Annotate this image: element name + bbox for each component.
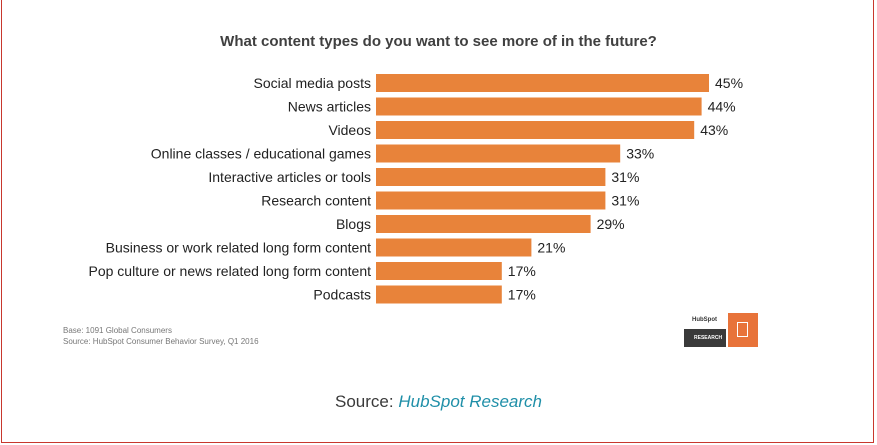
category-label: Videos (328, 122, 371, 138)
bar (376, 191, 606, 210)
logo-brand-text: HubSpot (692, 317, 717, 323)
logo-research-bar: RESEARCH (684, 329, 726, 347)
logo-research-text: RESEARCH (694, 335, 723, 341)
document-icon (728, 313, 758, 347)
value-label: 29% (597, 216, 625, 232)
bar (376, 74, 709, 92)
category-label: News articles (288, 99, 371, 115)
footer-source-link[interactable]: HubSpot Research (398, 392, 542, 411)
value-label: 17% (508, 263, 536, 279)
footer-source-prefix: Source: (335, 392, 394, 411)
hubspot-research-logo: HubSpot RESEARCH (684, 313, 758, 347)
category-label: Blogs (336, 216, 371, 232)
document-icon-outline (737, 322, 748, 337)
value-label: 45% (715, 75, 743, 91)
value-label: 31% (611, 193, 639, 209)
category-label: Online classes / educational games (151, 146, 371, 162)
bar (376, 238, 532, 257)
category-label: Social media posts (253, 75, 371, 91)
category-label: Business or work related long form conte… (106, 240, 371, 256)
footer-source: Source: HubSpot Research (0, 392, 877, 412)
bar (376, 262, 502, 280)
bar (376, 121, 695, 139)
value-label: 44% (708, 99, 736, 115)
base-footnote: Base: 1091 Global Consumers (63, 326, 172, 335)
bar (376, 97, 702, 116)
value-label: 31% (611, 169, 639, 185)
bar (376, 285, 502, 304)
value-label: 17% (508, 287, 536, 303)
logo-brand-area: HubSpot (684, 313, 726, 329)
bar (376, 215, 591, 233)
category-label: Pop culture or news related long form co… (89, 263, 372, 279)
category-label: Research content (261, 193, 371, 209)
value-label: 43% (700, 122, 728, 138)
value-label: 21% (537, 240, 565, 256)
category-label: Interactive articles or tools (208, 169, 371, 185)
category-label: Podcasts (313, 287, 371, 303)
chart-title: What content types do you want to see mo… (220, 33, 657, 50)
bar-chart: Social media posts 45% News articles 44% Vid… (89, 74, 743, 304)
bar (376, 144, 621, 163)
source-footnote: Source: HubSpot Consumer Behavior Survey… (63, 337, 259, 346)
bar (376, 168, 606, 186)
value-label: 33% (626, 146, 654, 162)
